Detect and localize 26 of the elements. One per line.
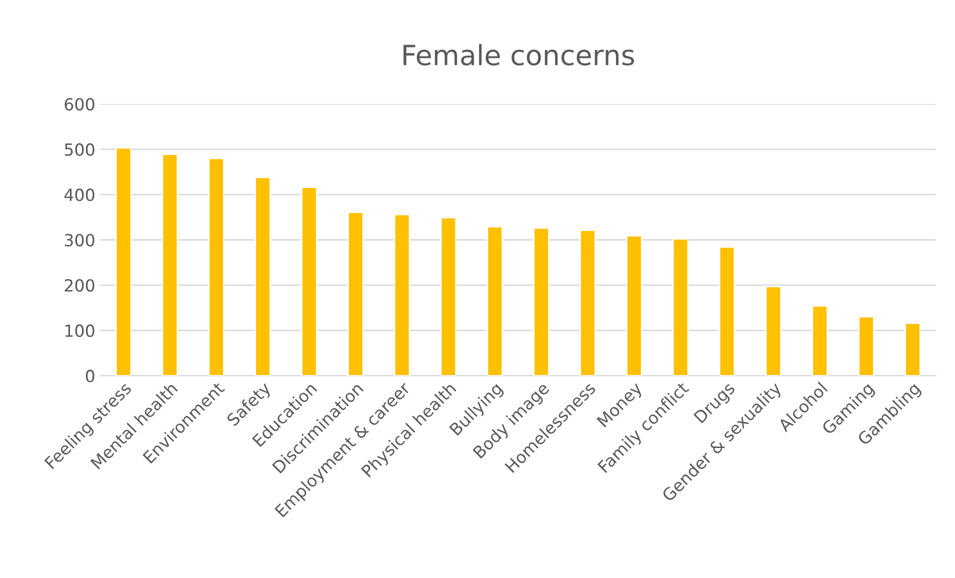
y-tick-label: 100	[65, 324, 94, 337]
bar	[162, 154, 178, 376]
y-tick-label: 400	[64, 188, 94, 202]
y-tick-label: 600	[64, 98, 94, 111]
bar	[115, 147, 132, 376]
chart-title: Female concerns	[404, 44, 634, 66]
y-tick-label: 500	[64, 143, 94, 156]
bar	[672, 238, 689, 376]
bar	[301, 186, 318, 376]
y-tick-label: 300	[64, 234, 94, 246]
bar	[718, 246, 736, 376]
bar	[347, 212, 364, 376]
bar	[254, 176, 271, 376]
bar	[440, 216, 457, 376]
bar	[858, 316, 874, 376]
bar	[533, 227, 550, 376]
bar	[580, 230, 596, 376]
bar	[208, 158, 224, 376]
bar	[394, 214, 410, 376]
bar	[765, 286, 782, 376]
y-tick-label: 0	[86, 370, 94, 382]
bar	[812, 305, 828, 376]
y-tick-label: 200	[64, 279, 94, 292]
bar	[486, 226, 503, 376]
bar	[904, 322, 921, 376]
bar	[626, 235, 642, 376]
